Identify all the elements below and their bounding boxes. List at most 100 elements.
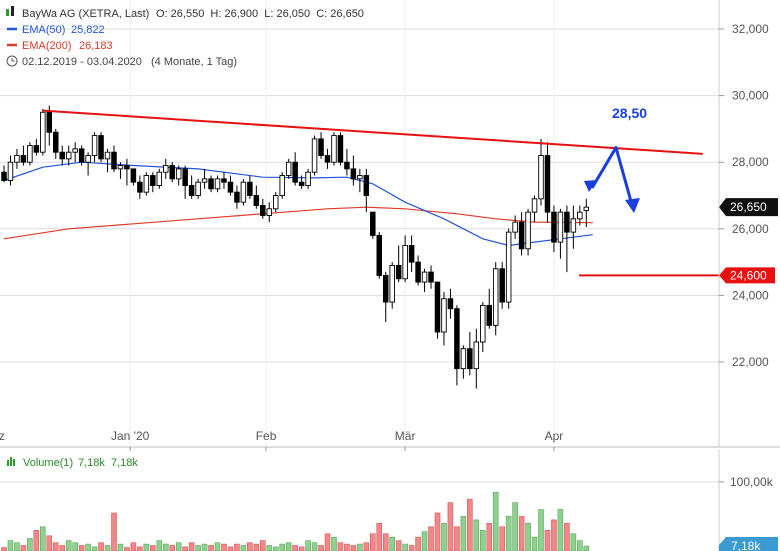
candle-body [505, 231, 512, 303]
volume-bar [14, 542, 20, 551]
candle-body [486, 304, 493, 326]
volume-bars-icon [7, 457, 15, 466]
ema50-line [3, 161, 593, 247]
candle-body [473, 341, 480, 370]
volume-bar [111, 512, 117, 551]
volume-bar [447, 502, 454, 551]
volume-bar [104, 545, 111, 551]
volume-bar [486, 523, 493, 551]
volume-bar [505, 516, 512, 551]
volume-bar [454, 526, 460, 551]
volume-bar [1, 547, 7, 551]
price-tick-label: 32,000 [732, 22, 769, 36]
volume-bar [531, 536, 538, 551]
volume-bar [499, 526, 505, 551]
candle-body [240, 181, 247, 203]
volume-bar [421, 531, 428, 551]
volume-bar [570, 533, 577, 551]
period-note: (4 Monate, 1 Tag) [151, 56, 237, 68]
time-tick-label: Dez [0, 429, 5, 443]
volume-bar [337, 542, 344, 551]
volume-legend: Volume(1) 7,18k 7,18k [7, 457, 138, 469]
candle-body [350, 168, 357, 180]
price-tick-label: 30,000 [732, 89, 769, 103]
volume-bar [65, 540, 72, 551]
volume-bar [85, 543, 91, 551]
candle-body [175, 168, 182, 180]
candle-body [124, 165, 130, 170]
candle-legend-icon-2 [11, 6, 14, 16]
candle-body [512, 221, 518, 233]
candle-body [214, 178, 221, 190]
candle-body [227, 181, 234, 193]
candle-body [363, 175, 370, 196]
volume-bar [72, 542, 78, 551]
candle-body [415, 261, 421, 283]
volume-bar [59, 545, 66, 551]
volume-bar [357, 543, 363, 551]
volume-tick-label: 100,00k [730, 475, 774, 489]
candle-body [143, 175, 150, 193]
candle-body [40, 111, 46, 153]
forecast-arrowhead-down [625, 198, 640, 213]
volume-bar [124, 547, 130, 551]
volume-bar [259, 540, 266, 551]
candle-body [201, 178, 208, 183]
volume-bar [402, 543, 408, 551]
candle-body [137, 181, 143, 193]
ema50-path [3, 161, 593, 247]
candle-body [292, 161, 298, 183]
volume-bar [389, 536, 396, 551]
candle-body [234, 191, 240, 203]
candle-body [376, 235, 383, 276]
candle-body [111, 151, 117, 170]
volume-bar [557, 509, 564, 551]
volume-bar [408, 545, 415, 551]
current-price-tag [719, 198, 778, 217]
candle-body [91, 135, 98, 156]
volume-bar [188, 542, 195, 551]
candle-body [447, 298, 454, 310]
volume-bar [169, 545, 176, 551]
candle-body [434, 281, 441, 333]
volume-bar [369, 533, 376, 551]
volume-bar [318, 545, 324, 551]
volume-bar [467, 498, 473, 551]
candle-body [20, 155, 27, 163]
candle-body [454, 308, 460, 370]
candle-legend-icon [6, 9, 9, 16]
candle-body [65, 151, 72, 160]
candle-body [14, 155, 20, 163]
volume-bar [583, 545, 590, 551]
volume-bar [434, 512, 441, 551]
volume-bar [40, 526, 46, 551]
candle-body [557, 211, 564, 243]
volume-bar [272, 546, 279, 551]
forecast-path [590, 146, 634, 206]
ema50-label: EMA(50) [22, 24, 65, 36]
volume-bar [266, 545, 273, 551]
candle-body [221, 178, 227, 183]
candle-body [188, 185, 195, 196]
volume-bar [7, 540, 14, 551]
time-tick-label: Mär [395, 429, 416, 443]
volume-bar [227, 546, 234, 551]
period-range: 02.12.2019 - 03.04.2020 [22, 56, 142, 68]
volume-bar [91, 546, 98, 551]
candle-body [318, 138, 324, 156]
support-price-label: 24,600 [730, 268, 767, 282]
candle-body [98, 135, 104, 160]
candle-body [285, 161, 292, 176]
volume-bar [46, 535, 53, 551]
candle-body [260, 205, 266, 216]
volume-bar [518, 516, 525, 551]
volume-bar [214, 542, 221, 551]
volume-bar [492, 491, 499, 551]
candle-body [564, 211, 570, 233]
resistance-trendline [42, 109, 703, 155]
candle-body [408, 244, 415, 263]
candle-body [395, 264, 402, 280]
candle-body [33, 145, 40, 153]
volume-bar [20, 545, 27, 551]
forecast-label: 28,50 [612, 105, 647, 121]
